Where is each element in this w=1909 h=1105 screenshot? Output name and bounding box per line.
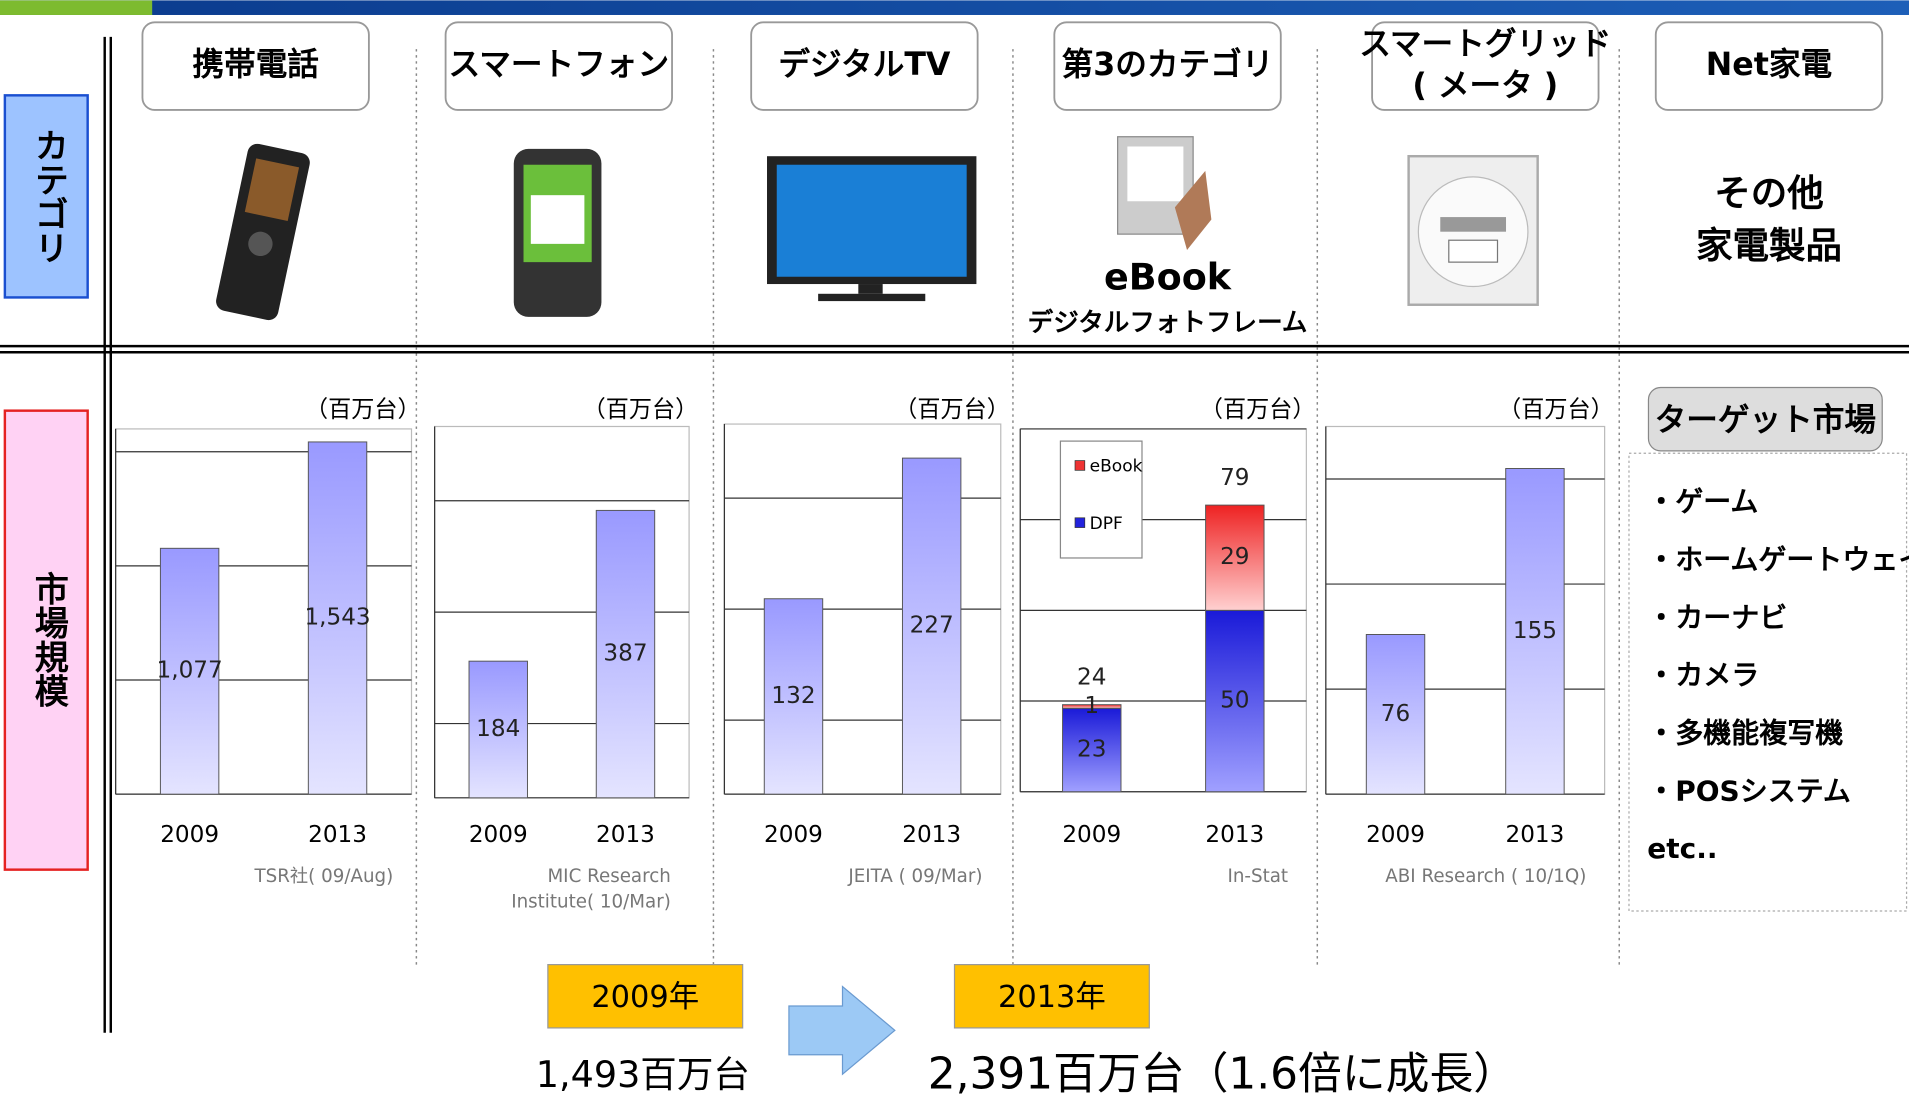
target-item: etc..	[1647, 832, 1717, 865]
value-label: 184	[476, 716, 520, 742]
market-label: 市場規模	[28, 570, 69, 707]
value-label: 1	[1084, 693, 1099, 719]
x-tick-label: 2009	[1062, 822, 1121, 848]
x-tick-label: 2013	[902, 822, 961, 848]
target-item: ・ホームゲートウェイ	[1647, 543, 1909, 576]
target-item: ・カーナビ	[1647, 601, 1787, 634]
column-header: Net家電	[1706, 46, 1832, 83]
value-label: 23	[1077, 737, 1106, 763]
value-label: 132	[771, 683, 815, 709]
x-tick-label: 2013	[308, 822, 367, 848]
target-item: ・カメラ	[1647, 659, 1759, 692]
x-tick-label: 2009	[764, 822, 823, 848]
unit-label: （百万台）	[1498, 397, 1614, 423]
unit-label: （百万台）	[1200, 397, 1316, 423]
column-header: スマートグリッド	[1359, 26, 1611, 62]
value-label: 155	[1513, 618, 1557, 644]
unit-label: （百万台）	[583, 397, 699, 423]
value-label: 387	[603, 641, 647, 667]
x-tick-label: 2013	[1205, 822, 1264, 848]
value-label: 1,077	[157, 658, 223, 684]
x-tick-label: 2009	[160, 822, 219, 848]
legend-swatch	[1075, 461, 1085, 471]
source: TSR社( 09/Aug)	[254, 866, 394, 887]
other-label: 家電製品	[1696, 224, 1842, 267]
x-tick-label: 2013	[596, 822, 655, 848]
column-header: デジタルTV	[778, 46, 951, 83]
source: MIC Research	[547, 866, 670, 887]
column-header: ( メータ )	[1412, 68, 1558, 104]
target-item: ・POSシステム	[1647, 774, 1851, 807]
value-label: 227	[910, 613, 954, 639]
other-label: その他	[1714, 172, 1824, 215]
dpf-label: デジタルフォトフレーム	[1028, 308, 1308, 338]
source: JEITA ( 09/Mar)	[847, 866, 982, 887]
from-total: 1,493百万台	[536, 1053, 750, 1096]
unit-label: （百万台）	[305, 397, 421, 423]
legend-label: DPF	[1090, 514, 1123, 534]
x-tick-label: 2009	[469, 822, 528, 848]
category-label: カテゴリ	[28, 128, 68, 264]
legend-swatch	[1075, 518, 1085, 528]
target-item: ・多機能複写機	[1647, 717, 1843, 750]
target-title: ターゲット市場	[1655, 402, 1876, 439]
value-label: 1,543	[304, 605, 370, 631]
slide: カテゴリ 市場規模 eBook デジタルフォトフレーム その他 家電製品 ターゲ…	[0, 0, 1909, 1105]
to-year: 2013年	[998, 980, 1106, 1015]
total-label: 24	[1077, 664, 1106, 690]
value-label: 29	[1220, 544, 1249, 570]
source: ABI Research ( 10/1Q)	[1385, 866, 1586, 887]
value-label: 76	[1381, 701, 1410, 727]
column-header: スマートフォン	[449, 47, 670, 83]
total-label: 79	[1220, 465, 1249, 491]
target-item: ・ゲーム	[1647, 485, 1758, 518]
from-year: 2009年	[591, 980, 699, 1015]
x-tick-label: 2009	[1366, 822, 1425, 848]
to-total: 2,391百万台（1.6倍に成長）	[928, 1049, 1517, 1100]
value-label: 50	[1220, 688, 1249, 714]
x-tick-label: 2013	[1506, 822, 1565, 848]
column-header: 第3のカテゴリ	[1062, 46, 1274, 83]
column-header: 携帯電話	[192, 46, 319, 83]
unit-label: （百万台）	[894, 397, 1010, 423]
source: In-Stat	[1227, 866, 1288, 887]
source: Institute( 10/Mar)	[511, 892, 671, 913]
legend-label: eBook	[1090, 457, 1143, 477]
ebook-label: eBook	[1104, 256, 1232, 299]
